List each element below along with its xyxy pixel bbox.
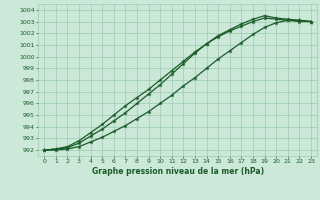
X-axis label: Graphe pression niveau de la mer (hPa): Graphe pression niveau de la mer (hPa) [92, 167, 264, 176]
